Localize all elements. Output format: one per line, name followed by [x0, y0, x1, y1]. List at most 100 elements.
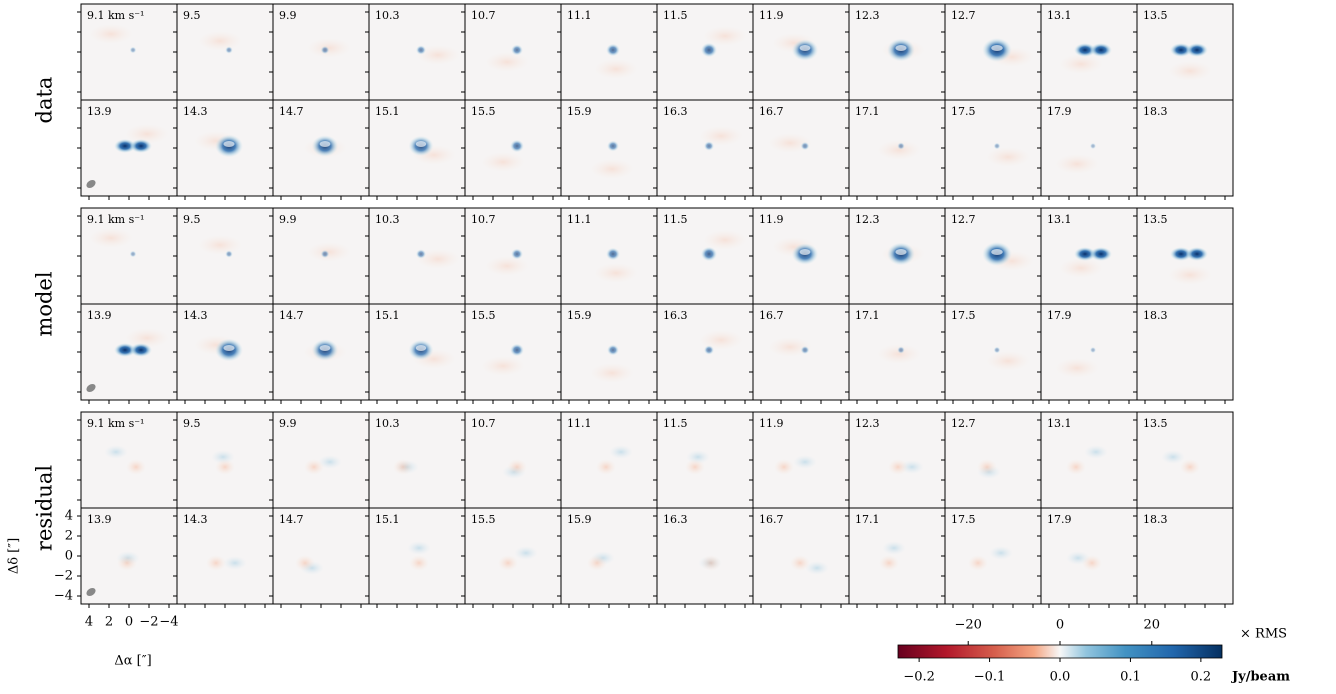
- emission-hole: [991, 45, 1003, 51]
- background-noise: [307, 38, 351, 58]
- channel-panel: 15.5: [461, 507, 562, 608]
- channel-label: 12.7: [951, 213, 976, 226]
- channel-panel: 15.1: [365, 99, 466, 200]
- residual-noise: [1066, 459, 1086, 475]
- channel-panel: 13.1: [1037, 411, 1138, 512]
- channel-panel: 11.1: [557, 207, 658, 308]
- channel-panel: 17.9: [1037, 507, 1138, 608]
- channel-panel: 17.5: [941, 303, 1042, 404]
- colorbar-secondary-label: × RMS: [1240, 627, 1287, 642]
- y-tick-label: −2: [54, 569, 73, 584]
- panel-background: [657, 508, 753, 604]
- panel-background: [81, 412, 177, 508]
- x-tick-label: −2: [139, 615, 158, 630]
- channel-label: 16.7: [759, 105, 784, 118]
- channel-panel: 10.7: [461, 207, 562, 308]
- channel-panel: 9.5: [173, 3, 274, 104]
- channel-label: 17.1: [855, 309, 880, 322]
- channel-panel: 14.7: [269, 99, 370, 200]
- channel-panel: 12.3: [845, 207, 946, 308]
- residual-noise: [498, 555, 518, 571]
- channel-label: 11.1: [567, 9, 592, 22]
- residual-noise: [215, 459, 235, 475]
- emission: [1186, 247, 1208, 261]
- x-tick-label: −4: [159, 615, 178, 630]
- residual-noise: [609, 445, 633, 459]
- channel-label: 16.3: [663, 309, 688, 322]
- colorbar-label: Jy/beam: [1231, 670, 1290, 685]
- channel-label: 18.3: [1143, 513, 1168, 526]
- channel-panel: 15.5: [461, 99, 562, 200]
- emission: [800, 345, 810, 355]
- channel-panel: 11.5: [653, 207, 754, 308]
- panel-background: [177, 508, 273, 604]
- channel-panel: 16.3: [653, 303, 754, 404]
- emission: [606, 43, 620, 57]
- background-noise: [307, 242, 351, 262]
- colorbar-tick-label: 0.2: [1191, 670, 1212, 685]
- channel-panel: 13.9: [77, 303, 178, 404]
- channel-label: 16.7: [759, 513, 784, 526]
- background-noise: [485, 52, 529, 72]
- emission-hole: [223, 141, 235, 147]
- group-label: model: [33, 271, 57, 336]
- emission: [1074, 247, 1096, 261]
- panel-background: [945, 412, 1041, 508]
- channel-label: 9.1 km s⁻¹: [87, 213, 144, 226]
- emission: [703, 141, 715, 151]
- residual-noise: [793, 455, 817, 469]
- emission-hole: [991, 249, 1003, 255]
- channel-panel: 11.5: [653, 3, 754, 104]
- residual-noise: [507, 459, 527, 475]
- channel-panel: 14.7: [269, 507, 370, 608]
- channel-panel: 16.3: [653, 99, 754, 200]
- background-noise: [89, 228, 133, 248]
- channel-panel: 13.5: [1133, 207, 1234, 308]
- channel-label: 13.9: [87, 309, 112, 322]
- channel-label: 13.5: [1143, 213, 1168, 226]
- channel-label: 17.5: [951, 309, 976, 322]
- residual-noise: [223, 556, 247, 570]
- background-noise: [590, 363, 634, 383]
- emission-hole: [415, 345, 427, 351]
- channel-label: 13.1: [1047, 417, 1072, 430]
- channel-label: 11.5: [663, 213, 688, 226]
- colorbar-tick-label: −0.1: [974, 670, 1006, 685]
- background-noise: [877, 140, 921, 160]
- channel-label: 9.9: [279, 213, 297, 226]
- channel-panel: 18.3: [1133, 99, 1234, 200]
- residual-noise: [701, 555, 721, 571]
- residual-noise: [318, 455, 342, 469]
- channel-label: 15.9: [567, 105, 592, 118]
- channel-label: 15.5: [471, 105, 496, 118]
- channel-label: 15.9: [567, 513, 592, 526]
- residual-noise: [393, 459, 413, 475]
- emission-hole: [319, 141, 331, 147]
- channel-label: 15.5: [471, 309, 496, 322]
- channel-panel: 11.9: [749, 207, 850, 308]
- emission: [700, 42, 718, 58]
- channel-panel: 17.5: [941, 99, 1042, 200]
- emission: [1074, 43, 1096, 57]
- channel-panel: 15.9: [557, 303, 658, 404]
- channel-panel: 17.1: [845, 303, 946, 404]
- colorbar-tick-label: −0.2: [903, 670, 935, 685]
- background-noise: [699, 330, 743, 350]
- y-axis-label: Δδ [″]: [7, 538, 22, 574]
- channel-panel: 14.3: [173, 99, 274, 200]
- background-noise: [594, 59, 638, 79]
- emission: [993, 142, 1001, 150]
- channel-panel: 15.5: [461, 303, 562, 404]
- channel-label: 14.3: [183, 513, 208, 526]
- channel-panel: 11.1: [557, 411, 658, 512]
- background-noise: [125, 328, 169, 348]
- beam: [86, 587, 96, 597]
- background-noise: [986, 351, 1030, 371]
- emission: [1090, 247, 1112, 261]
- group-label: residual: [33, 465, 57, 551]
- channel-label: 10.7: [471, 213, 496, 226]
- emission: [225, 250, 233, 258]
- background-noise: [1168, 61, 1212, 81]
- emission: [320, 249, 330, 259]
- channel-label: 13.5: [1143, 9, 1168, 22]
